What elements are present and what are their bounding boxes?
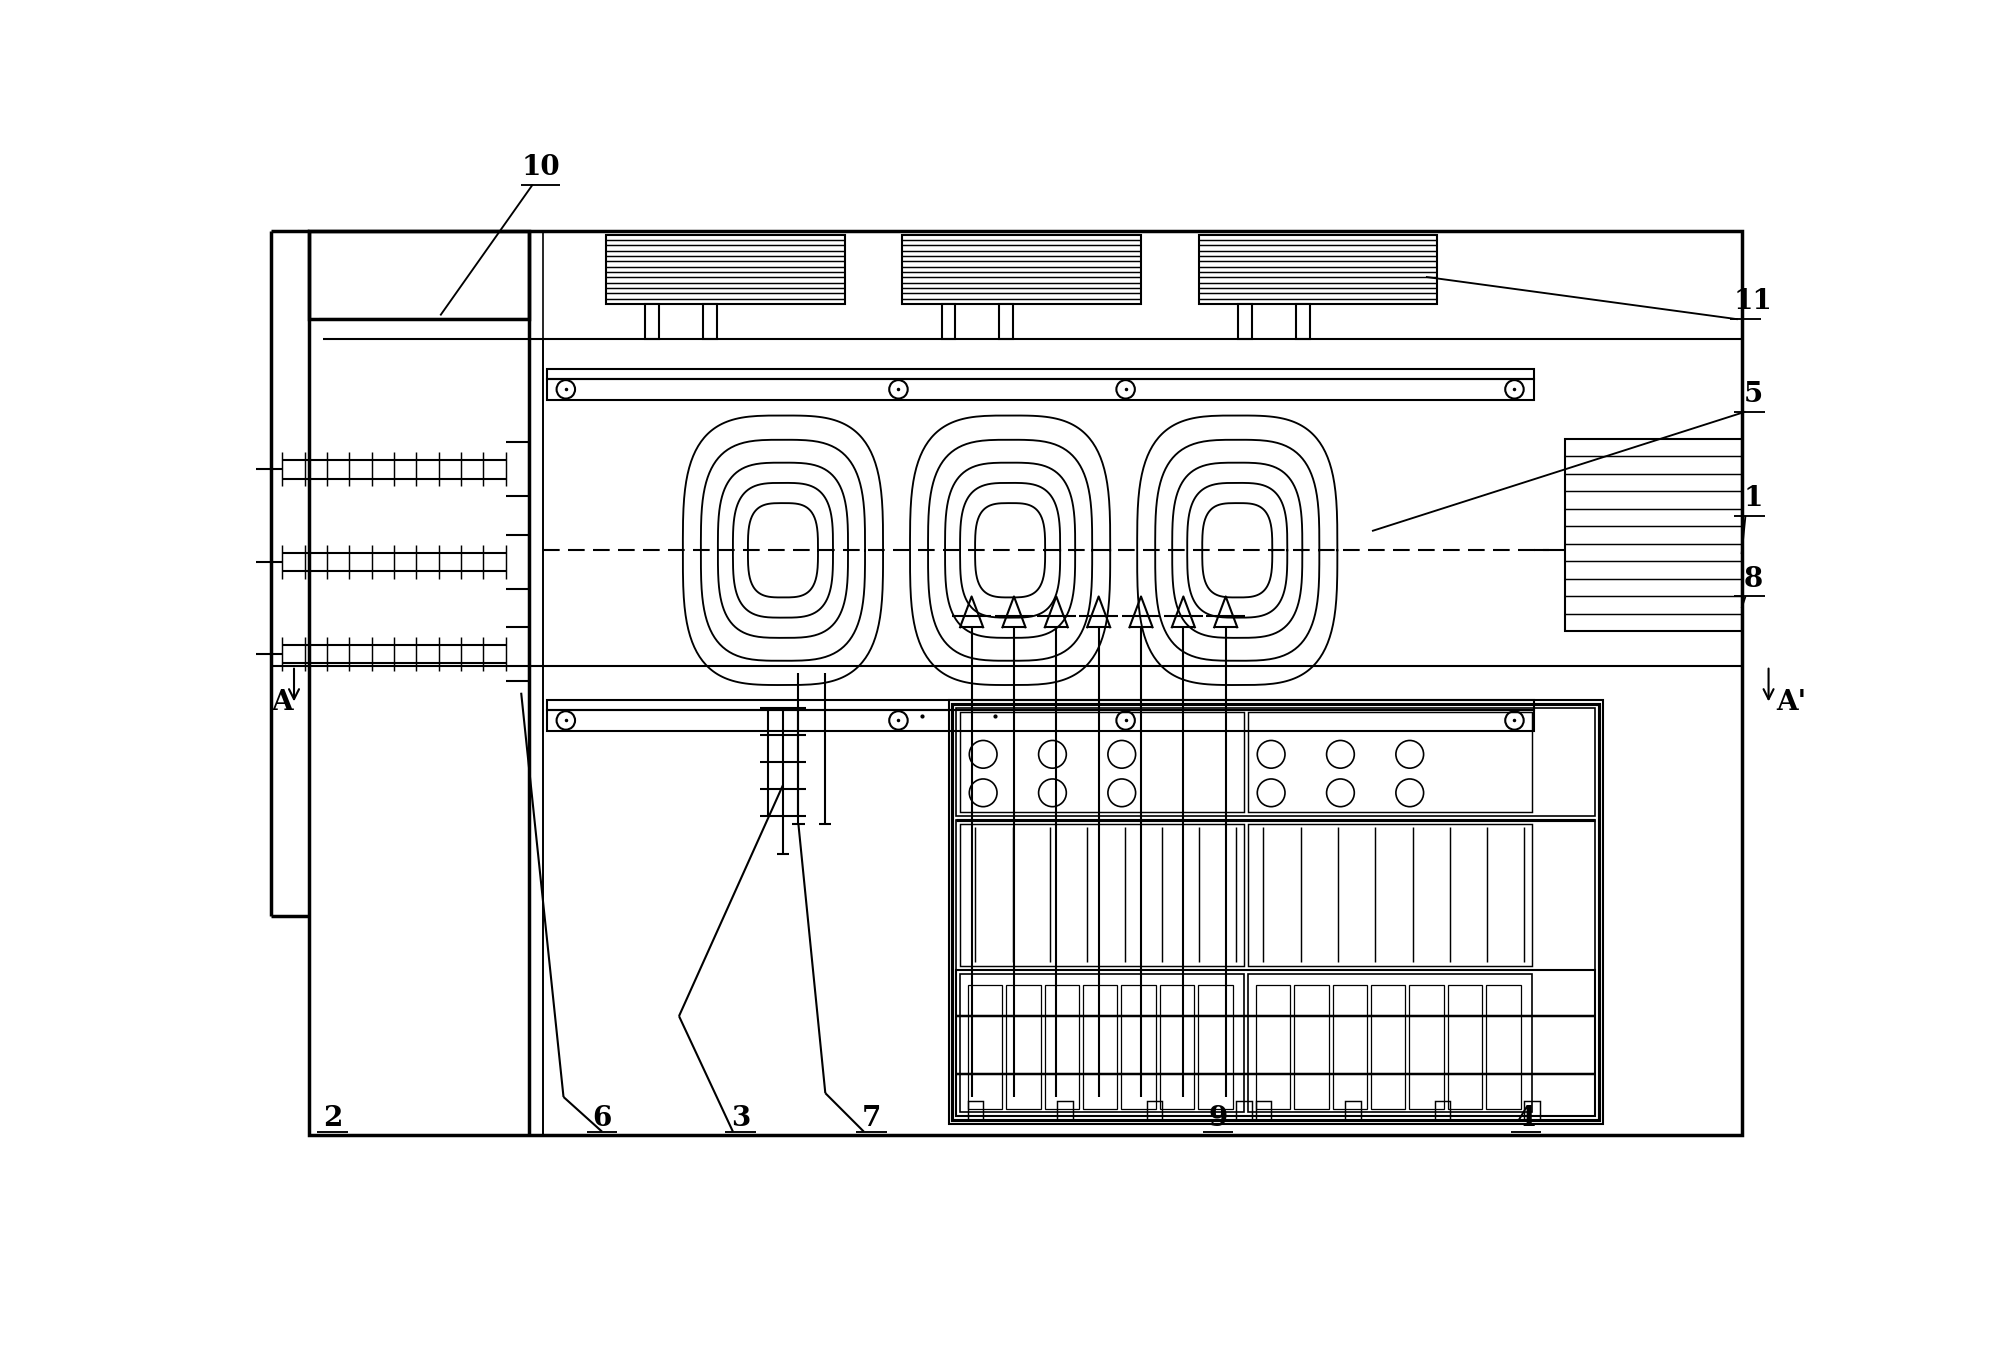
Text: 7: 7 — [862, 1104, 882, 1131]
Bar — [1044, 986, 1078, 1108]
Bar — [1122, 986, 1156, 1108]
Bar — [968, 986, 1002, 1108]
Bar — [543, 338, 1741, 1135]
Bar — [956, 820, 1595, 970]
Bar — [952, 705, 1599, 1120]
Bar — [1000, 304, 1014, 338]
Text: 11: 11 — [1733, 288, 1772, 315]
Bar — [547, 369, 1533, 379]
Bar — [1006, 986, 1040, 1108]
Bar — [547, 710, 1533, 731]
Bar — [1371, 986, 1405, 1108]
Bar — [1248, 823, 1533, 966]
Bar — [1248, 712, 1533, 812]
Text: 2: 2 — [323, 1104, 343, 1131]
Bar — [1082, 986, 1118, 1108]
Bar — [960, 974, 1244, 1112]
Text: 10: 10 — [521, 153, 559, 181]
Bar — [1345, 1101, 1361, 1120]
Text: 5: 5 — [1743, 380, 1764, 407]
Bar — [1058, 1101, 1072, 1120]
Bar — [1146, 1101, 1162, 1120]
Bar — [1238, 304, 1252, 338]
Bar — [1487, 986, 1521, 1108]
Bar — [605, 235, 844, 304]
Bar — [703, 304, 717, 338]
Bar — [1409, 986, 1443, 1108]
Text: A': A' — [1776, 689, 1806, 716]
Text: 3: 3 — [731, 1104, 749, 1131]
Bar — [547, 701, 1533, 710]
Bar — [645, 304, 659, 338]
Bar — [942, 304, 956, 338]
Text: 8: 8 — [1743, 566, 1764, 592]
Bar — [547, 379, 1533, 401]
Bar — [1565, 439, 1741, 631]
Bar — [1248, 974, 1533, 1112]
Bar — [902, 235, 1140, 304]
Bar — [1333, 986, 1367, 1108]
Bar — [309, 231, 1741, 1135]
Bar — [968, 1101, 984, 1120]
Bar — [1160, 986, 1194, 1108]
Text: 1: 1 — [1743, 485, 1764, 512]
Bar — [1447, 986, 1483, 1108]
Bar — [960, 712, 1244, 812]
Bar — [309, 231, 529, 319]
Bar — [1297, 304, 1311, 338]
Bar — [1435, 1101, 1451, 1120]
Bar — [960, 823, 1244, 966]
Bar — [956, 708, 1595, 816]
Bar — [956, 970, 1595, 1116]
Bar — [948, 701, 1603, 1124]
Bar — [1198, 235, 1437, 304]
Bar — [1295, 986, 1329, 1108]
Text: 4: 4 — [1517, 1104, 1535, 1131]
Text: 6: 6 — [593, 1104, 611, 1131]
Bar — [1257, 986, 1291, 1108]
Bar — [1257, 1101, 1271, 1120]
Bar — [1236, 1101, 1252, 1120]
Bar — [1198, 986, 1232, 1108]
Text: A: A — [271, 689, 293, 716]
Text: 9: 9 — [1208, 1104, 1228, 1131]
Bar — [1525, 1101, 1539, 1120]
